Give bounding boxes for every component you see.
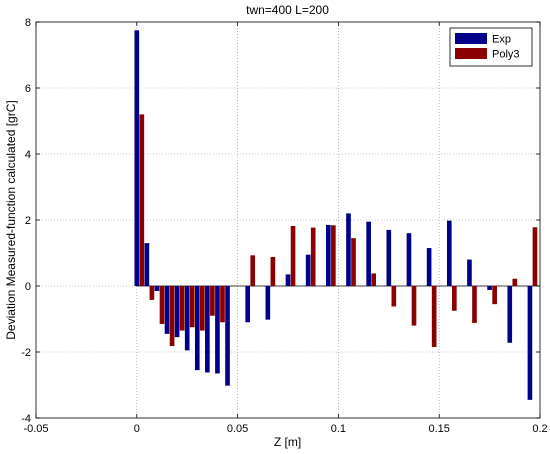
bar-exp (467, 259, 472, 286)
bar-exp (507, 286, 513, 343)
bar-poly3 (189, 286, 195, 328)
bar-poly3 (411, 286, 417, 326)
bar-poly3 (351, 238, 356, 286)
x-tick-label: 0.2 (532, 423, 547, 435)
bar-exp (154, 286, 160, 291)
legend: Exp Poly3 (449, 27, 533, 67)
bar-poly3 (492, 286, 497, 305)
bar-poly3 (310, 227, 316, 286)
x-tick-label: 0.05 (227, 423, 248, 435)
bar-exp (366, 221, 371, 286)
y-tick-label: 0 (25, 281, 31, 293)
bar-poly3 (391, 286, 397, 307)
bar-poly3 (431, 286, 437, 348)
bar-exp (386, 229, 392, 286)
bar-poly3 (200, 286, 205, 331)
bar-poly3 (270, 256, 276, 286)
bar-exp (527, 286, 533, 400)
y-tick-label: -4 (21, 413, 31, 425)
x-tick-label: 0 (134, 423, 140, 435)
bar-exp (144, 243, 150, 286)
grid-lines (36, 22, 540, 418)
legend-swatch-poly3 (455, 48, 487, 59)
bar-poly3 (371, 273, 376, 286)
bar-exp (487, 286, 492, 290)
bar-poly3 (290, 225, 296, 286)
bars (134, 30, 538, 400)
bar-poly3 (250, 255, 256, 286)
bar-exp (184, 286, 190, 351)
chart-title: twn=400 L=200 (246, 3, 329, 17)
y-tick-label: 2 (25, 215, 31, 227)
bar-exp (326, 224, 331, 286)
bar-exp (164, 286, 170, 334)
x-tick-label: -0.05 (23, 423, 48, 435)
bar-poly3 (210, 286, 215, 316)
bar-exp (134, 30, 140, 286)
bar-poly3 (512, 278, 518, 286)
bar-exp (265, 286, 271, 320)
bar-exp (346, 213, 351, 286)
x-tick-label: 0.1 (331, 423, 346, 435)
bar-poly3 (220, 286, 225, 323)
bar-poly3 (149, 286, 155, 300)
bar-exp (215, 286, 220, 374)
legend-label-poly3: Poly3 (492, 49, 520, 61)
bar-exp (194, 286, 200, 371)
bar-exp (406, 233, 412, 286)
x-tick-label: 0.15 (428, 423, 449, 435)
bar-exp (305, 254, 311, 286)
bar-poly3 (532, 227, 538, 286)
bar-poly3 (169, 286, 175, 347)
y-tick-label: -2 (21, 347, 31, 359)
bar-poly3 (472, 286, 477, 323)
bar-exp (225, 286, 230, 386)
bar-exp (446, 220, 452, 286)
bar-poly3 (331, 225, 336, 286)
bar-exp (174, 286, 180, 338)
x-axis-label: Z [m] (274, 435, 301, 449)
y-tick-label: 4 (25, 149, 31, 161)
bar-poly3 (159, 286, 165, 324)
bar-exp (285, 274, 291, 286)
y-tick-label: 8 (25, 17, 31, 29)
bar-poly3 (139, 114, 145, 287)
legend-label-exp: Exp (492, 34, 511, 46)
bar-exp (205, 286, 210, 373)
bar-exp (245, 286, 250, 323)
axes: -0.05 0 0.05 0.1 0.15 0.2 -4 -2 0 2 4 6 8 (21, 17, 547, 435)
bar-poly3 (179, 286, 185, 331)
bar-exp (426, 248, 432, 286)
bar-poly3 (452, 286, 457, 311)
y-axis-label: Deviation Measured-function calculated [… (4, 100, 18, 339)
legend-swatch-exp (455, 33, 487, 44)
y-tick-label: 6 (25, 83, 31, 95)
